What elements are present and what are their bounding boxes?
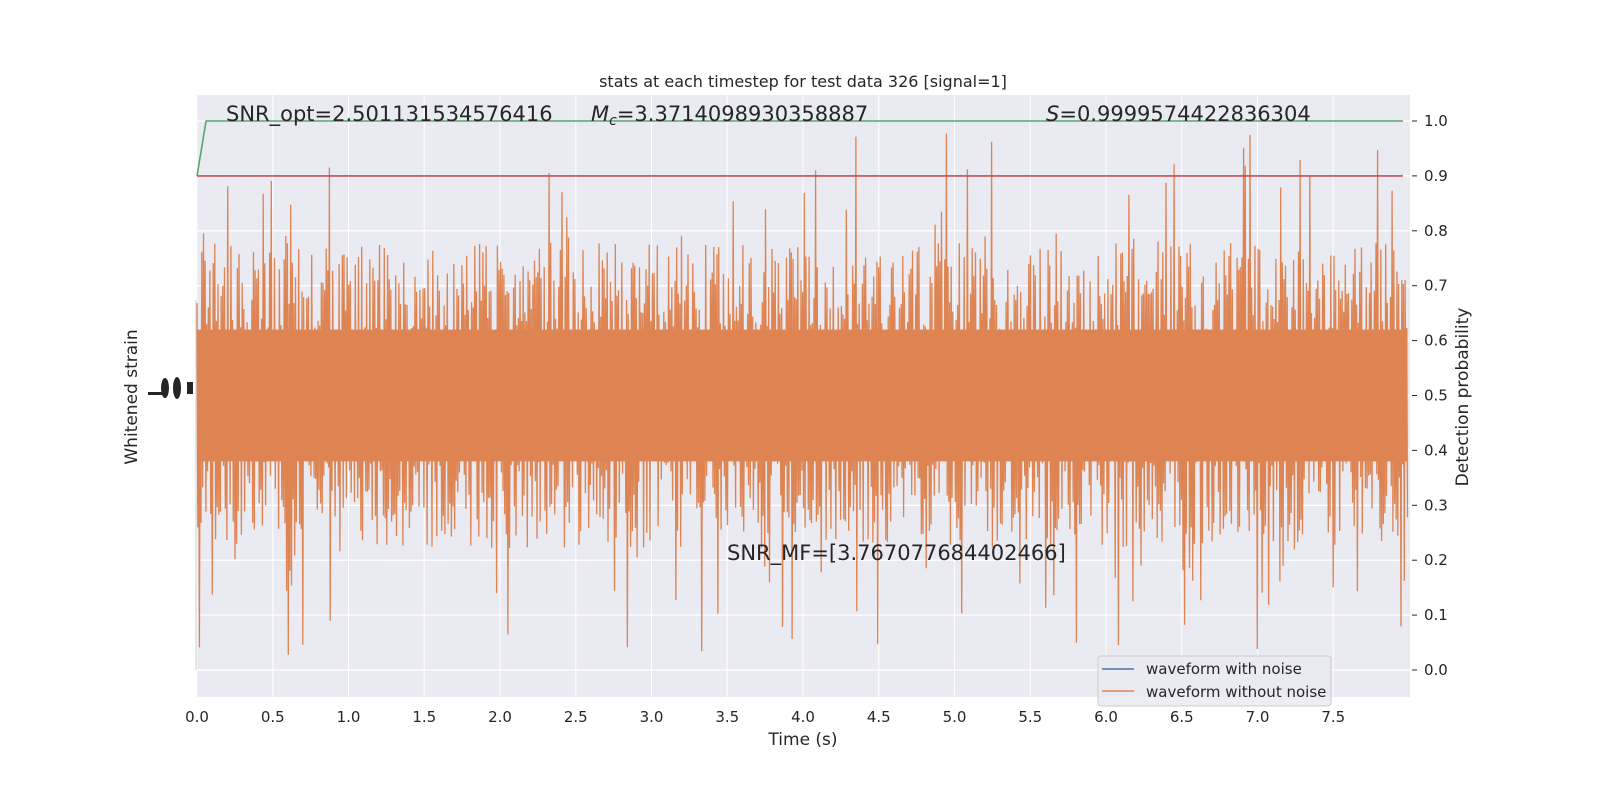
x-tick-label: 3.5 [715,708,739,726]
x-tick-label: 4.5 [867,708,891,726]
y-tick-label: 0.0 [1424,661,1448,679]
right-axis-ticks: 0.0 0.1 0.2 0.3 0.4 0.5 0.6 0.7 0.8 0.9 1.0 [1412,112,1448,679]
x-tick-label: 2.0 [488,708,512,726]
y-tick-label: 0.6 [1424,332,1448,350]
right-axis-label: Detection probability [1453,308,1473,487]
x-tick-label: 7.0 [1246,708,1270,726]
x-tick-label: 6.5 [1170,708,1194,726]
x-tick-label: 7.5 [1321,708,1345,726]
detection-probability-line [196,120,1403,177]
y-tick-label: 0.2 [1424,551,1448,569]
y-tick-label: 1.0 [1424,112,1448,130]
x-tick-label: 0.5 [261,708,285,726]
x-tick-label: 0.0 [185,708,209,726]
snr-opt-annotation: SNR_opt=2.501131534576416 [226,102,553,127]
x-tick-label: 3.0 [640,708,664,726]
y-tick-label: 0.7 [1424,277,1448,295]
x-tick-label: 6.0 [1094,708,1118,726]
x-axis-ticks: 0.0 0.5 1.0 1.5 2.0 2.5 3.0 3.5 4.0 4.5 5.0 5.5 6.0 6… [185,708,1345,726]
y-tick-label: 0.8 [1424,222,1448,240]
s-value: =0.9999574422836304 [1059,102,1310,126]
x-tick-label: 5.5 [1018,708,1042,726]
left-tick-labels [148,377,193,399]
mc-symbol: M [591,102,609,126]
x-tick-label: 1.0 [337,708,361,726]
legend: waveform with noise waveform without noi… [1097,655,1332,707]
y-tick-label: 0.4 [1424,441,1448,459]
x-tick-label: 1.5 [412,708,436,726]
y-tick-label: 0.3 [1424,496,1448,514]
snr-mf-annotation: SNR_MF=[3.767077684402466] [727,541,1066,566]
chart-title: stats at each timestep for test data 326… [599,72,1007,91]
x-tick-label: 4.0 [791,708,815,726]
legend-box [1097,655,1332,707]
y-tick-label: 0.9 [1424,167,1448,185]
legend-label-with-noise: waveform with noise [1146,660,1302,678]
noise-core-band [197,329,1408,462]
left-tick-glyph [161,378,169,398]
waveform-without-noise-trace [196,133,1409,655]
left-tick-glyph [187,382,193,394]
x-tick-label: 5.0 [943,708,967,726]
chirp-mass-annotation: Mc=3.3714098930358887 [591,102,868,129]
mc-value: =3.3714098930358887 [617,102,868,126]
s-annotation: S=0.9999574422836304 [1046,102,1311,126]
x-axis-label: Time (s) [767,730,837,750]
mc-subscript: c [609,113,617,129]
legend-label-without-noise: waveform without noise [1146,683,1326,701]
x-tick-label: 2.5 [564,708,588,726]
left-axis-label: Whitened strain [122,329,142,464]
y-tick-label: 0.1 [1424,606,1448,624]
left-tick-mark [148,392,162,395]
s-symbol: S [1046,102,1059,126]
left-tick-glyph [173,377,181,399]
y-tick-label: 0.5 [1424,387,1448,405]
